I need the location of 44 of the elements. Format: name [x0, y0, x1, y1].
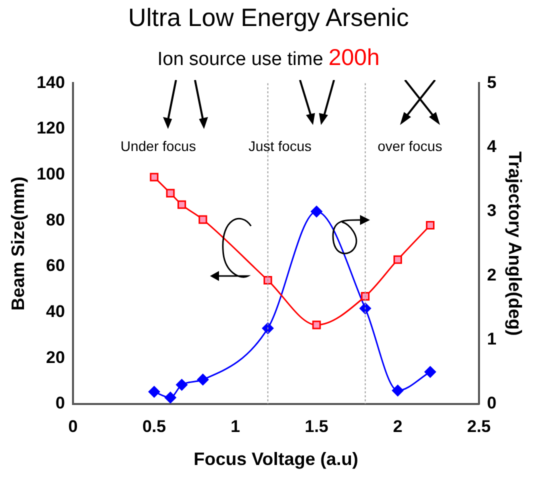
annotation: over focus [378, 138, 442, 154]
x-tick-label: 2 [393, 416, 402, 436]
chart-subtitle: Ion source use time 200h [156, 44, 381, 71]
x-axis-title: Focus Voltage (a.u) [194, 449, 358, 470]
y2-tick-label: 3 [486, 201, 496, 220]
x-tick-label: 1 [230, 416, 240, 436]
y-tick-label: 120 [36, 118, 65, 138]
y-tick-label: 100 [36, 164, 65, 184]
point [392, 384, 404, 396]
point [426, 220, 435, 230]
point [177, 200, 186, 209]
x-tick-label: 0 [68, 416, 78, 436]
y2-tick-label: 0 [486, 394, 496, 413]
x-tick-label: 0.5 [142, 416, 166, 436]
x-tick-label: 1.5 [304, 416, 328, 436]
y2-tick-label: 2 [486, 265, 496, 284]
point [148, 386, 160, 398]
point [424, 366, 436, 378]
point [312, 320, 321, 330]
y2-tick-label: 1 [486, 330, 496, 349]
y-tick-label: 80 [46, 210, 65, 230]
y-axis-title: Beam Size(mm) [8, 176, 28, 311]
point [150, 172, 158, 182]
point [198, 215, 208, 224]
point [310, 206, 322, 218]
point [164, 392, 176, 404]
annotation: Under focus [120, 138, 196, 154]
point [360, 292, 370, 301]
point [264, 276, 272, 285]
y-tick-label: 60 [46, 256, 65, 276]
y2-tick-label: 5 [486, 72, 496, 92]
point [176, 379, 188, 390]
y2-axis-title: Trajectory Angle(deg) [505, 151, 526, 336]
y-tick-label: 0 [55, 394, 65, 413]
chart-title: Ultra Low Energy Arsenic [127, 4, 410, 33]
point [197, 374, 209, 386]
y-tick-label: 20 [46, 348, 65, 367]
point [166, 188, 175, 198]
point [393, 255, 402, 264]
x-tick-label: 2.5 [467, 416, 491, 436]
y-tick-label: 140 [36, 72, 65, 92]
y-tick-label: 40 [46, 302, 65, 322]
y2-tick-label: 4 [486, 137, 497, 156]
annotation: Just focus [248, 138, 312, 154]
